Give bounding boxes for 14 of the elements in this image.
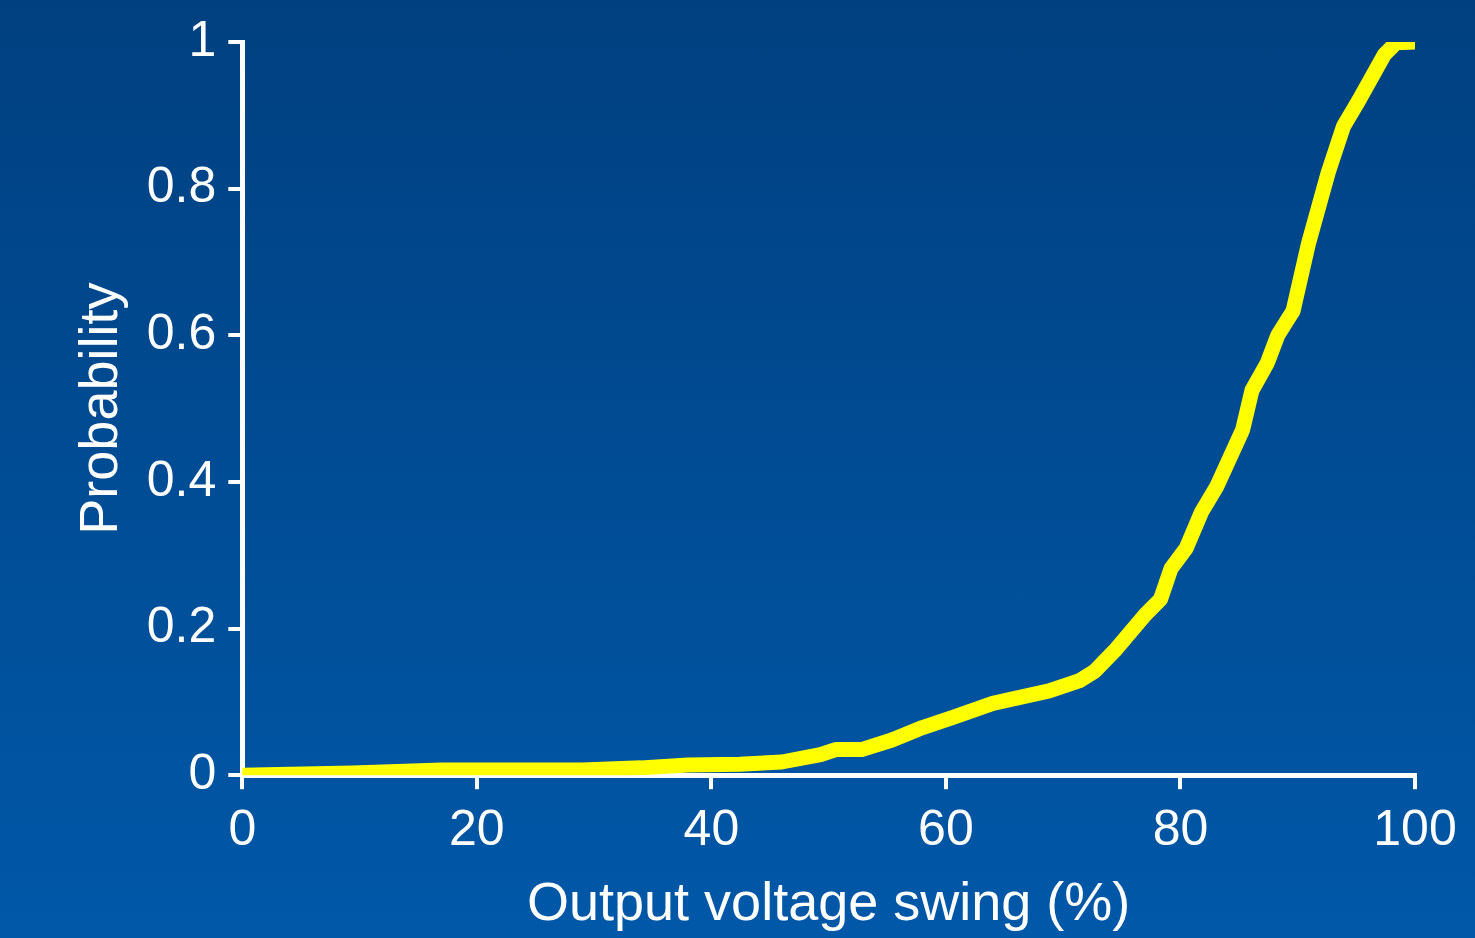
x-tick-label: 80 [1152,799,1209,856]
y-tick-label: 0.2 [146,597,217,654]
y-axis-title: Probability [68,282,129,535]
y-tick-label: 0.4 [146,450,217,507]
y-tick-label: 1 [188,10,217,67]
x-tick-label: 40 [683,799,740,856]
x-tick-label: 0 [228,799,257,856]
x-axis-title: Output voltage swing (%) [527,871,1131,932]
y-tick-label: 0 [188,743,217,800]
y-tick-label: 0.6 [146,304,217,361]
x-tick-label: 20 [449,799,505,856]
x-tick-label: 60 [918,799,974,856]
y-tick-label: 0.8 [146,157,217,214]
x-tick-label: 100 [1373,799,1457,856]
